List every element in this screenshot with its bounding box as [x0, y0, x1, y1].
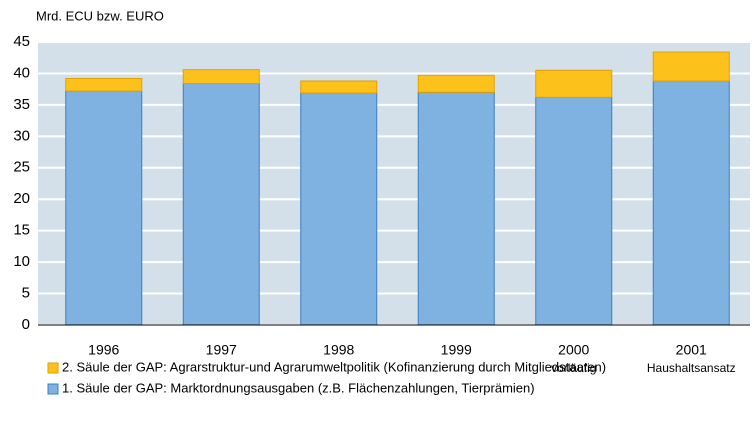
bar-segment	[65, 90, 143, 326]
bar-segment	[535, 69, 613, 98]
legend-swatch	[47, 383, 59, 395]
y-tick-label: 15	[13, 222, 30, 239]
y-tick-label: 35	[13, 96, 30, 113]
legend-label: 1. Säule der GAP: Marktordnungsausgaben …	[62, 380, 535, 395]
y-tick-label: 0	[22, 316, 30, 333]
bar-segment	[417, 91, 495, 326]
y-tick-label: 10	[13, 253, 30, 270]
legend-swatch	[47, 362, 59, 374]
bar-segment	[300, 92, 378, 326]
bar-segment	[300, 80, 378, 94]
x-tick-note: vorläufig	[551, 361, 596, 375]
x-tick-label: 2001	[676, 342, 707, 358]
x-tick-label: 1997	[206, 342, 237, 358]
y-tick-label: 30	[13, 127, 30, 144]
x-tick-label: 1998	[323, 342, 354, 358]
bar-segment	[652, 51, 730, 82]
bar-segment	[417, 74, 495, 93]
y-axis-label: Mrd. ECU bzw. EURO	[36, 8, 164, 23]
y-tick-label: 45	[13, 33, 30, 50]
x-tick-note: Haushaltsansatz	[647, 361, 736, 375]
y-tick-label: 25	[13, 159, 30, 176]
legend-label: 2. Säule der GAP: Agrarstruktur-und Agra…	[62, 359, 606, 374]
bar-segment	[182, 69, 260, 85]
y-tick-label: 40	[13, 64, 30, 81]
bar-segment	[652, 80, 730, 326]
bar-segment	[65, 77, 143, 92]
x-tick-label: 1996	[88, 342, 119, 358]
plot-background	[38, 42, 750, 325]
y-tick-label: 5	[22, 285, 30, 302]
bar-segment	[182, 83, 260, 326]
y-tick-label: 20	[13, 190, 30, 207]
x-tick-label: 2000	[558, 342, 589, 358]
x-tick-label: 1999	[441, 342, 472, 358]
bar-segment	[535, 96, 613, 326]
